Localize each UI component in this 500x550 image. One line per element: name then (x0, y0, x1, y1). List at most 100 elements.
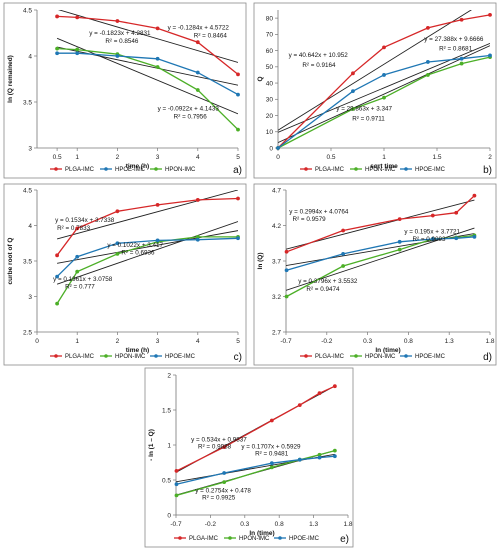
panel-frame (253, 2, 497, 179)
data-point-hpon (195, 88, 200, 92)
data-point-hpoe (115, 241, 120, 246)
data-point-plga (459, 17, 464, 22)
equation-annotation: y = 27.388x + 9.6666 (424, 36, 484, 43)
y-axis-title: ln (Q remained) (7, 55, 14, 103)
chart-panel-a: 0.5 1 2 3 4 5 3 3.5 4 4.5 time (h) ln (Q remained) y… (3, 2, 247, 179)
data-point-hpoe (75, 51, 80, 56)
x-axis-title: sqrt time (370, 163, 398, 170)
equation-annotation: R² = 0.7833 (57, 225, 91, 232)
data-point-plga (174, 469, 179, 473)
data-point-plga (430, 213, 435, 218)
y-tick-label: 3 (28, 294, 32, 301)
panel-label: b) (483, 165, 492, 176)
legend-label: PLGA-IMC (315, 167, 345, 173)
legend-label: HPOE-IMC (415, 167, 446, 173)
legend-marker (154, 354, 158, 358)
x-axis-title: ln (time) (375, 347, 400, 354)
legend-marker (304, 354, 308, 358)
data-point-plga (55, 14, 59, 19)
y-tick-label: 3.5 (23, 258, 32, 265)
equation-annotation: R² = 0.8464 (194, 33, 228, 40)
panel-label: d) (483, 352, 492, 363)
data-point-plga (351, 71, 355, 76)
y-tick-label: 0.5 (162, 477, 171, 484)
data-point-plga (382, 45, 386, 50)
data-point-hpoe (155, 56, 160, 61)
data-point-hpoe (276, 146, 280, 150)
x-tick-label: 5 (236, 338, 240, 345)
x-tick-label: 3 (156, 338, 160, 345)
data-point-hpon (397, 247, 402, 252)
y-axis-title: - ln (1 – Q) (148, 429, 155, 461)
trendline (278, 45, 490, 143)
x-tick-label: 0.8 (275, 521, 284, 528)
data-point-plga (454, 210, 459, 215)
y-tick-label: 2 (167, 372, 171, 379)
data-point-plga (397, 217, 402, 222)
legend-marker (104, 167, 108, 171)
data-point-hpon (269, 465, 274, 470)
legend-label: HPON-IMC (365, 167, 396, 173)
data-point-hpoe (454, 236, 459, 241)
equation-annotation: R² = 0.9711 (352, 115, 385, 122)
legend-marker (354, 354, 358, 358)
equation-annotation: y = 0.1022x + 3.417 (107, 242, 163, 249)
data-point-hpoe (425, 60, 430, 64)
legend-marker (354, 167, 358, 171)
legend-marker (404, 167, 408, 171)
equation-annotation: R² = 0.9988 (198, 444, 232, 451)
y-tick-label: 40 (266, 80, 274, 87)
equation-annotation: y = 0.2994x + 4.0764 (289, 208, 349, 215)
series-line-plga (57, 15, 239, 75)
y-tick-label: 0 (167, 512, 171, 519)
data-point-plga (115, 209, 120, 214)
x-tick-label: 1 (75, 338, 79, 345)
series-line-plga (286, 195, 475, 253)
x-tick-label: 0 (276, 154, 280, 161)
data-point-hpon (75, 269, 80, 274)
equation-annotation: R² = 0.9093 (412, 236, 446, 243)
series-line-hpon (56, 236, 238, 304)
equation-annotation: y = -0.1823x + 4.2831 (89, 30, 151, 37)
y-tick-label: 3.2 (272, 294, 281, 301)
data-point-hpoe (269, 461, 274, 466)
y-axis-title: Q (257, 76, 264, 81)
x-tick-label: 1.3 (445, 338, 454, 345)
data-point-plga (195, 198, 200, 202)
x-tick-label: 1 (75, 154, 79, 161)
y-axis-title: curbe root of Q (7, 238, 14, 285)
data-point-hpoe (341, 252, 346, 256)
trendline (278, 42, 490, 133)
legend-marker (104, 354, 108, 358)
series-line-hpoe (56, 237, 239, 278)
x-tick-label: 0.5 (326, 154, 335, 161)
legend-marker (304, 167, 308, 171)
data-point-hpoe (297, 457, 302, 462)
legend-label: HPOE-IMC (115, 167, 146, 173)
legend-label: HPOE-IMC (415, 354, 446, 360)
data-point-hpoe (430, 237, 435, 241)
data-point-plga (75, 226, 80, 231)
panel-frame (3, 2, 247, 179)
y-tick-label: 20 (266, 113, 274, 120)
data-point-plga (297, 403, 302, 407)
equation-annotation: R² = 0.9579 (293, 216, 327, 223)
y-tick-label: 2.7 (272, 329, 281, 336)
equation-annotation: R² = 0.9164 (302, 62, 336, 69)
y-tick-label: 70 (266, 32, 274, 39)
series-line-plga (56, 197, 239, 256)
equation-annotation: y = 0.2754x + 0.478 (195, 488, 251, 495)
data-point-hpon (55, 301, 59, 306)
equation-annotation: y = 0.195x + 3.7721 (404, 228, 460, 235)
series-line-hpoe (176, 455, 335, 485)
x-tick-label: 0.8 (404, 338, 413, 345)
data-point-plga (236, 196, 240, 201)
equation-annotation: y = 0.534x + 0.9837 (191, 437, 247, 444)
chart-panel-c: 0 1 2 3 4 5 2.5 3 3.5 4 4.5 time (h) curbe root of Q… (3, 183, 247, 366)
data-point-hpon (425, 73, 430, 77)
y-tick-label: 4.2 (272, 223, 281, 230)
x-tick-label: 5 (236, 154, 240, 161)
legend-label: HPON-IMC (365, 354, 396, 360)
y-tick-label: 4.7 (272, 187, 281, 194)
legend-label: PLGA-IMC (65, 354, 95, 360)
